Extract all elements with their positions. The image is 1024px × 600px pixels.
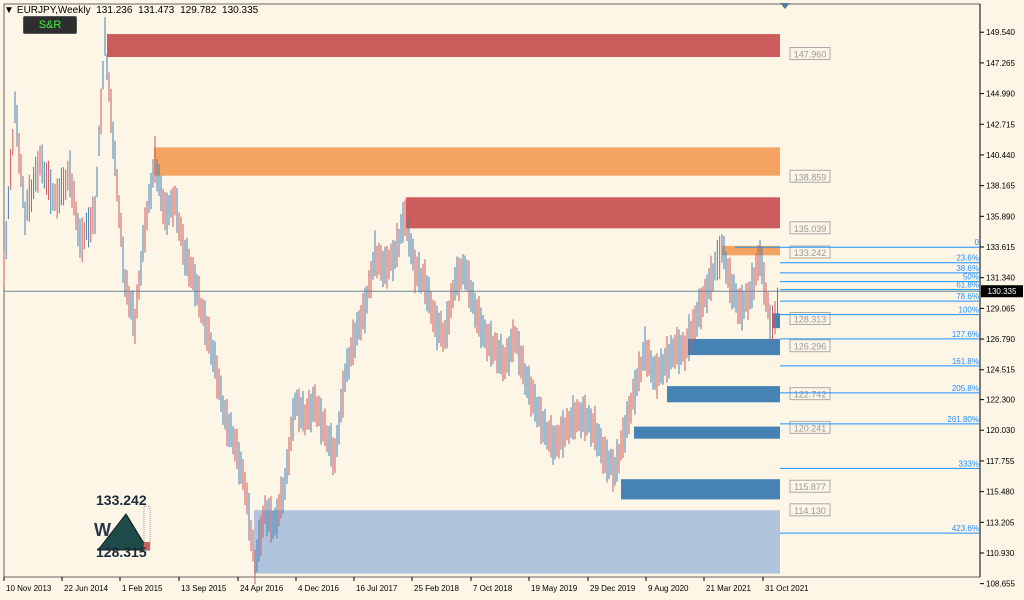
- price-tick-label: 129.065: [986, 304, 1015, 313]
- time-tick-label: 10 Nov 2013: [6, 584, 52, 593]
- price-tick-label: 122.300: [986, 396, 1015, 405]
- zone-price-label: 126.296: [794, 342, 827, 352]
- sr-zone[interactable]: [688, 338, 780, 356]
- high-value: 131.473: [138, 5, 175, 16]
- sr-toggle-button[interactable]: S&R: [23, 16, 77, 34]
- time-tick-label: 9 Aug 2020: [648, 584, 689, 593]
- zone-label-box: [789, 339, 831, 353]
- price-tick-label: 144.990: [986, 90, 1015, 99]
- logo-bottom-price: 128.315: [96, 544, 147, 560]
- fib-level-label: 61.8%: [956, 281, 979, 290]
- current-price-label: 130.335: [988, 287, 1017, 296]
- price-tick-label: 131.340: [986, 274, 1015, 283]
- price-tick-label: 140.440: [986, 151, 1015, 160]
- logo-top-price: 133.242: [96, 492, 147, 508]
- zone-price-label: 114.130: [794, 506, 826, 516]
- low-value: 129.782: [180, 5, 217, 16]
- fib-level-label: 0: [975, 238, 980, 247]
- zone-price-label: 128.313: [794, 315, 827, 325]
- price-tick-label: 133.615: [986, 243, 1015, 252]
- price-tick-label: 149.540: [986, 28, 1015, 37]
- fib-level-label: 50%: [963, 273, 979, 282]
- svg-text:W: W: [94, 520, 111, 540]
- price-tick-label: 117.755: [986, 457, 1015, 466]
- fib-level-label: 38.6%: [956, 264, 979, 273]
- time-tick-label: 29 Dec 2019: [590, 584, 636, 593]
- time-tick-label: 7 Oct 2018: [473, 584, 513, 593]
- time-tick-label: 16 Jul 2017: [356, 584, 398, 593]
- zone-label-box: [789, 245, 831, 259]
- fib-level-label: 261.80%: [947, 415, 979, 424]
- current-price-tag: [981, 285, 1023, 298]
- price-tick-label: 135.890: [986, 212, 1015, 221]
- price-tick-label: 110.930: [986, 549, 1015, 558]
- price-tick-label: 124.515: [986, 366, 1015, 375]
- time-tick-label: 1 Feb 2015: [122, 584, 163, 593]
- fib-level-label: 205.8%: [952, 384, 979, 393]
- fib-level-label: 127.6%: [952, 330, 979, 339]
- zone-label-box: [789, 169, 831, 183]
- symbol-label: EURJPY,Weekly: [16, 5, 91, 16]
- zone-label-box: [789, 387, 831, 401]
- fib-level-label: 161.8%: [952, 357, 979, 366]
- zone-label-box: [789, 503, 831, 517]
- sr-zone[interactable]: [722, 245, 780, 256]
- price-tick-label: 142.715: [986, 120, 1015, 129]
- price-tick-label: 108.655: [986, 580, 1015, 589]
- sr-zone[interactable]: [154, 147, 780, 176]
- chart-header: ▼ EURJPY,Weekly 131.236 131.473 129.782 1…: [4, 5, 261, 16]
- sr-zone[interactable]: [406, 197, 780, 229]
- time-tick-label: 19 May 2019: [531, 584, 578, 593]
- fib-level-label: 423.6%: [952, 524, 979, 533]
- zone-price-label: 138.859: [794, 172, 827, 182]
- zone-label-box: [789, 221, 831, 235]
- price-tick-label: 113.205: [986, 518, 1015, 527]
- zone-label-box: [789, 312, 831, 326]
- zone-price-label: 122.742: [794, 390, 827, 400]
- fib-level-label: 333%: [959, 459, 979, 468]
- time-tick-label: 31 Oct 2021: [765, 584, 809, 593]
- fib-level-label: 100%: [959, 306, 979, 315]
- fib-level-label: 78.6%: [956, 292, 979, 301]
- time-tick-label: 21 Mar 2021: [706, 584, 751, 593]
- sr-zone[interactable]: [773, 313, 780, 329]
- sr-zone[interactable]: [667, 386, 780, 403]
- zone-price-label: 133.242: [794, 248, 827, 258]
- zone-label-box: [789, 47, 831, 61]
- fib-level-label: 23.6%: [956, 254, 979, 263]
- logo-triangle-icon: W: [94, 505, 151, 551]
- sr-zone[interactable]: [621, 479, 780, 500]
- price-tick-label: 147.265: [986, 59, 1015, 68]
- price-tick-label: 120.030: [986, 426, 1015, 435]
- time-tick-label: 22 Jun 2014: [64, 584, 109, 593]
- logo: W 133.242 128.315: [88, 492, 158, 562]
- open-value: 131.236: [96, 5, 133, 16]
- zone-price-label: 120.241: [794, 423, 827, 433]
- price-tick-label: 115.480: [986, 488, 1015, 497]
- time-tick-label: 24 Apr 2016: [240, 584, 284, 593]
- zone-label-box: [789, 420, 831, 434]
- time-tick-label: 4 Dec 2016: [298, 584, 339, 593]
- zone-price-label: 135.039: [794, 224, 827, 234]
- close-value: 130.335: [222, 5, 259, 16]
- time-tick-label: 25 Feb 2018: [414, 584, 459, 593]
- sr-zone[interactable]: [254, 510, 780, 574]
- sr-zone[interactable]: [107, 34, 780, 58]
- zone-label-box: [789, 479, 831, 493]
- time-tick-label: 13 Sep 2015: [181, 584, 227, 593]
- price-tick-label: 126.790: [986, 335, 1015, 344]
- price-tick-label: 138.165: [986, 182, 1015, 191]
- zone-price-label: 147.960: [794, 50, 827, 60]
- dropdown-triangle-icon[interactable]: ▼: [4, 5, 14, 16]
- zone-price-label: 115.877: [794, 482, 826, 492]
- chevron-down-icon[interactable]: [780, 3, 790, 11]
- sr-zone[interactable]: [634, 426, 780, 439]
